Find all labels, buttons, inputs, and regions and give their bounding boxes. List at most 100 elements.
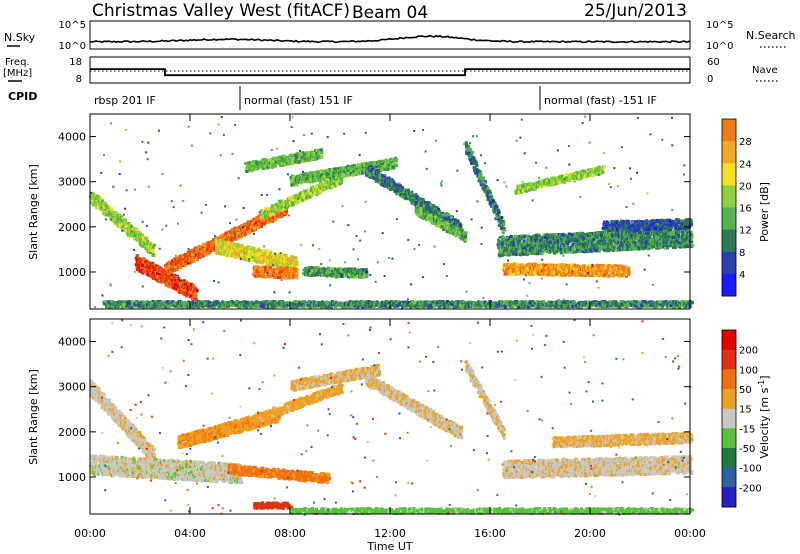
data-cell: [144, 239, 148, 243]
data-cell: [332, 182, 336, 186]
data-cell: [267, 213, 270, 217]
data-cell: [144, 244, 148, 248]
data-cell: [158, 273, 162, 276]
data-cell: [333, 170, 336, 174]
data-cell: [192, 287, 196, 291]
data-cell: [408, 195, 412, 199]
data-cell: [397, 185, 401, 189]
data-cell: [333, 184, 337, 188]
data-cell: [340, 177, 344, 181]
data-cell: [294, 262, 298, 266]
data-cell: [292, 194, 296, 198]
data-cell: [331, 272, 335, 276]
data-cell: [106, 206, 110, 210]
data-cell: [108, 207, 112, 211]
data-cell: [341, 174, 345, 178]
data-cell: [354, 170, 358, 174]
data-cell: [227, 243, 231, 247]
data-cell: [369, 165, 373, 169]
data-cell: [95, 201, 99, 205]
data-cell: [385, 162, 389, 166]
data-cell: [371, 167, 375, 171]
data-cell: [304, 189, 308, 193]
noise-sky-line: [89, 34, 691, 44]
data-cell: [292, 160, 296, 164]
data-cell: [277, 157, 281, 161]
data-cell: [266, 275, 270, 279]
data-cell: [306, 194, 310, 198]
data-cell: [91, 193, 95, 197]
data-cell: [264, 260, 268, 264]
data-cell: [278, 208, 282, 212]
data-cell: [362, 274, 366, 278]
data-cell: [266, 273, 270, 277]
data-cell: [272, 207, 276, 211]
data-cell: [244, 258, 248, 262]
data-cell: [316, 267, 320, 271]
data-cell: [312, 174, 316, 178]
data-cell: [327, 183, 331, 187]
data-cell: [276, 261, 280, 265]
data-cell: [357, 169, 361, 173]
data-cell: [319, 190, 323, 193]
data-cell: [250, 169, 254, 173]
data-cell: [97, 199, 101, 203]
data-cell: [351, 271, 355, 275]
data-cell: [252, 247, 256, 250]
data-cell: [279, 273, 283, 277]
data-cell: [175, 283, 179, 287]
data-cell: [241, 228, 244, 232]
data-cell: [264, 207, 268, 211]
data-cell: [397, 186, 401, 190]
data-cell: [400, 193, 404, 197]
data-cell: [379, 176, 383, 180]
data-cell: [321, 183, 324, 187]
data-cell: [382, 159, 385, 163]
data-cell: [389, 187, 393, 191]
data-cell: [249, 230, 253, 234]
data-cell: [381, 168, 385, 172]
data-cell: [151, 273, 155, 277]
data-cell: [182, 289, 186, 292]
data-cell: [345, 271, 349, 275]
data-cell: [404, 189, 408, 193]
data-cell: [410, 190, 414, 194]
data-cell: [357, 166, 361, 170]
cpid-segment-label: normal (fast) -151 IF: [544, 94, 657, 107]
data-cell: [175, 285, 179, 289]
data-cell: [255, 221, 258, 225]
data-cell: [227, 230, 231, 233]
data-cell: [269, 272, 273, 276]
data-cell: [246, 246, 250, 250]
data-cell: [182, 279, 186, 283]
data-cell: [98, 197, 102, 201]
data-cell: [375, 169, 379, 173]
noise-right-tick-bottom: 10^0: [706, 41, 733, 52]
data-cell: [385, 166, 389, 170]
data-cell: [385, 184, 389, 188]
data-cell: [185, 280, 189, 284]
data-cell: [211, 241, 215, 245]
data-cell: [284, 276, 288, 280]
data-cell: [363, 271, 367, 275]
data-cell: [276, 266, 280, 270]
data-cell: [320, 154, 323, 158]
data-cell: [116, 219, 120, 223]
data-cell: [266, 266, 270, 270]
data-cell: [294, 157, 298, 161]
data-cell: [269, 257, 273, 260]
data-cell: [145, 270, 149, 274]
data-cell: [266, 255, 270, 259]
data-cell: [334, 178, 338, 182]
data-cell: [272, 203, 276, 207]
data-cell: [139, 238, 143, 241]
data-cell: [146, 268, 149, 272]
data-cell: [184, 285, 187, 289]
data-cell: [256, 166, 260, 170]
data-cell: [381, 177, 385, 181]
freq-left-label-2: [MHz]: [3, 68, 32, 79]
data-cell: [234, 252, 238, 256]
data-cell: [149, 271, 153, 275]
data-cell: [195, 289, 199, 292]
data-cell: [138, 239, 142, 243]
